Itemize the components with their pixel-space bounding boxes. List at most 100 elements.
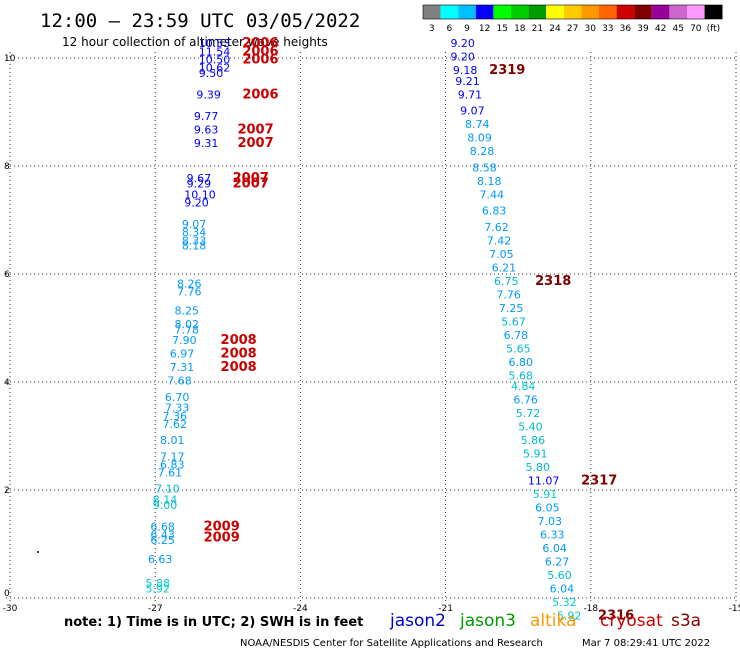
legend-swatch	[669, 5, 687, 19]
legend-swatch	[581, 5, 599, 19]
y-tick-label: 4	[4, 378, 10, 388]
pass-time-label: 2008	[221, 333, 257, 348]
legend-swatch	[616, 5, 635, 19]
x-tick-label: -21	[438, 604, 453, 614]
wave-height-point: 5.88	[146, 577, 171, 590]
wave-height-point: 6.43	[150, 529, 175, 542]
pass-time-labels: 2006200620062006200720072007200720082008…	[204, 36, 635, 623]
legend-swatch	[493, 5, 511, 19]
legend-swatch	[687, 5, 705, 19]
legend-swatch	[458, 5, 476, 19]
pass-time-label: 2006	[242, 44, 278, 59]
wave-height-point: 7.90	[172, 334, 197, 347]
wave-height-point: 6.78	[504, 329, 529, 342]
legend-label: 33	[602, 24, 613, 34]
wave-height-point: 6.27	[545, 556, 570, 569]
color-scale-legend: 3 6 9 12 15 18 21 24 27 30 33 36 39 42 45 70 (ft)	[422, 4, 723, 34]
x-tick-label: -18	[583, 604, 598, 614]
wave-height-point: 7.44	[479, 188, 504, 201]
y-tick-label: 10	[4, 54, 16, 64]
wave-height-point: 9.77	[194, 110, 219, 123]
legend-label: 24	[549, 24, 561, 34]
wave-height-point: 7.10	[155, 483, 180, 496]
wave-height-point: 8.02	[175, 318, 200, 331]
wave-height-point: 6.21	[492, 261, 516, 274]
wave-height-point: 8.58	[472, 161, 497, 174]
wave-height-point: 8.09	[467, 132, 492, 145]
wave-height-point: 7.76	[177, 286, 202, 299]
wave-height-point: 9.21	[455, 75, 480, 88]
pass-time-label: 2009	[204, 530, 240, 545]
wave-height-point: 5.72	[516, 407, 541, 420]
wave-height-point: 5.92	[146, 583, 171, 596]
pass-time-label: 2316	[598, 609, 634, 624]
pass-time-label: 2006	[242, 36, 278, 51]
legend-swatch	[634, 5, 652, 19]
wave-height-point: 9.07	[460, 105, 485, 118]
wave-height-point: 7.33	[165, 402, 190, 415]
wave-height-point: 4.84	[511, 380, 536, 393]
legend-swatch	[546, 5, 564, 19]
footer-note: note: 1) Time is in UTC; 2) SWH is in fe…	[64, 615, 363, 630]
wave-height-point: 10.10	[184, 188, 216, 201]
x-tick-label: -27	[148, 604, 163, 614]
legend-swatch	[511, 5, 529, 19]
wave-height-point: 7.36	[162, 410, 187, 423]
satellite-legend-item: jason3	[459, 611, 516, 631]
pass-time-label: 2009	[204, 520, 240, 535]
x-tick-label: -24	[293, 604, 308, 614]
wave-height-point: 7.61	[158, 467, 183, 480]
legend-label: (ft)	[707, 24, 721, 34]
chart-subtitle: 12 hour collection of altimeter wave hei…	[62, 35, 328, 49]
pass-time-label: 2318	[535, 274, 571, 289]
wave-height-point: 5.91	[523, 448, 548, 461]
wave-height-point: 6.63	[148, 553, 173, 566]
wave-height-point: 7.05	[489, 248, 514, 261]
wave-height-point: 5.91	[533, 488, 558, 501]
wave-height-point: 6.83	[482, 205, 507, 218]
x-tick-labels: -30 -27 -24 -21 -18 -15	[3, 604, 740, 614]
legend-swatch	[599, 5, 617, 19]
wave-height-point: 9.20	[450, 37, 475, 50]
legend-swatch	[651, 5, 670, 19]
wave-height-point: 7.68	[167, 375, 192, 388]
legend-label: 9	[464, 24, 470, 34]
wave-height-point: 10.62	[199, 62, 231, 75]
wave-height-point: 6.80	[509, 356, 534, 369]
legend-label: 27	[567, 24, 578, 34]
pass-time-label: 2008	[221, 347, 257, 362]
legend-label: 36	[620, 24, 632, 34]
satellite-legend-item: cryosat	[600, 611, 663, 631]
footer-credit: NOAA/NESDIS Center for Satellite Applica…	[240, 638, 543, 649]
wave-height-point: 9.71	[458, 89, 483, 102]
y-tick-label: 0	[4, 589, 10, 599]
legend-swatch	[563, 5, 582, 19]
pass-time-label: 2007	[237, 136, 273, 151]
legend-label: 12	[479, 24, 490, 34]
wave-height-point: 8.18	[182, 240, 207, 253]
wave-height-point: 8.34	[182, 226, 207, 239]
wave-height-point: 8.74	[465, 118, 490, 131]
wave-height-point: 5.67	[501, 315, 526, 328]
wave-height-point: 11.07	[528, 475, 560, 488]
wave-height-point: 8.26	[177, 278, 202, 291]
chart-title: 12:00 — 23:59 UTC 03/05/2022	[40, 10, 360, 32]
wave-height-point: 8.14	[153, 494, 178, 507]
pass-time-label: 2007	[237, 123, 273, 138]
wave-height-point: 5.86	[521, 434, 546, 447]
wave-height-point: 8.18	[477, 175, 502, 188]
wave-height-point: 7.03	[538, 515, 563, 528]
y-tick-label: 6	[4, 270, 10, 280]
legend-label: 42	[655, 24, 666, 34]
legend-label: 15	[496, 24, 507, 34]
legend-label: 70	[690, 24, 702, 34]
wave-height-point: 5.65	[506, 342, 530, 355]
wave-height-point: 7.42	[487, 234, 512, 247]
wave-height-point: 9.20	[450, 51, 475, 64]
wave-height-point: 9.00	[153, 499, 178, 512]
wave-height-point: 9.63	[194, 124, 219, 137]
wave-height-point: 7.17	[160, 450, 185, 463]
x-tick-label: -30	[3, 604, 18, 614]
wave-height-point: 9.67	[187, 172, 212, 185]
wave-height-point: 7.25	[499, 302, 523, 315]
